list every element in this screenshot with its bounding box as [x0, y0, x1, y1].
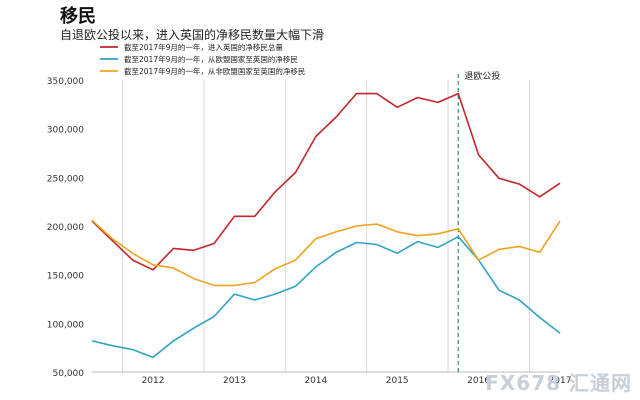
chart-title: 移民 [60, 6, 96, 27]
y-tick-label: 200,000 [47, 223, 84, 233]
y-tick-label: 100,000 [47, 320, 84, 330]
y-tick-label: 350,000 [47, 77, 84, 87]
series-line-2 [91, 235, 561, 359]
chart-subtitle: 自退欧公投以来，进入英国的净移民数量大幅下滑 [60, 28, 325, 42]
watermark: FX678 汇通网 [485, 371, 632, 395]
x-tick-label: 2015 [386, 376, 409, 386]
legend-label-1: 截至2017年9月的一年，进入英国的净移民总量 [124, 42, 283, 52]
x-tick-label: 2013 [223, 376, 246, 386]
x-tick-label: 2016 [467, 376, 490, 386]
legend-label-3: 截至2017年9月的一年，从非欧盟国家至英国的净移民 [124, 66, 305, 76]
legend-label-2: 截至2017年9月的一年，从欧盟国家至英国的净移民 [124, 54, 298, 64]
y-tick-label: 150,000 [47, 272, 84, 282]
y-tick-label: 300,000 [47, 126, 84, 136]
y-tick-label: 250,000 [47, 174, 84, 184]
x-tick-label: 2014 [304, 376, 327, 386]
series-line-3 [91, 219, 561, 287]
x-tick-label: 2017 [549, 376, 572, 386]
y-tick-label: 50,000 [53, 369, 85, 379]
x-tick-label: 2012 [142, 376, 165, 386]
referendum-label: 退欧公投 [464, 70, 500, 82]
series-line-1 [91, 92, 561, 271]
